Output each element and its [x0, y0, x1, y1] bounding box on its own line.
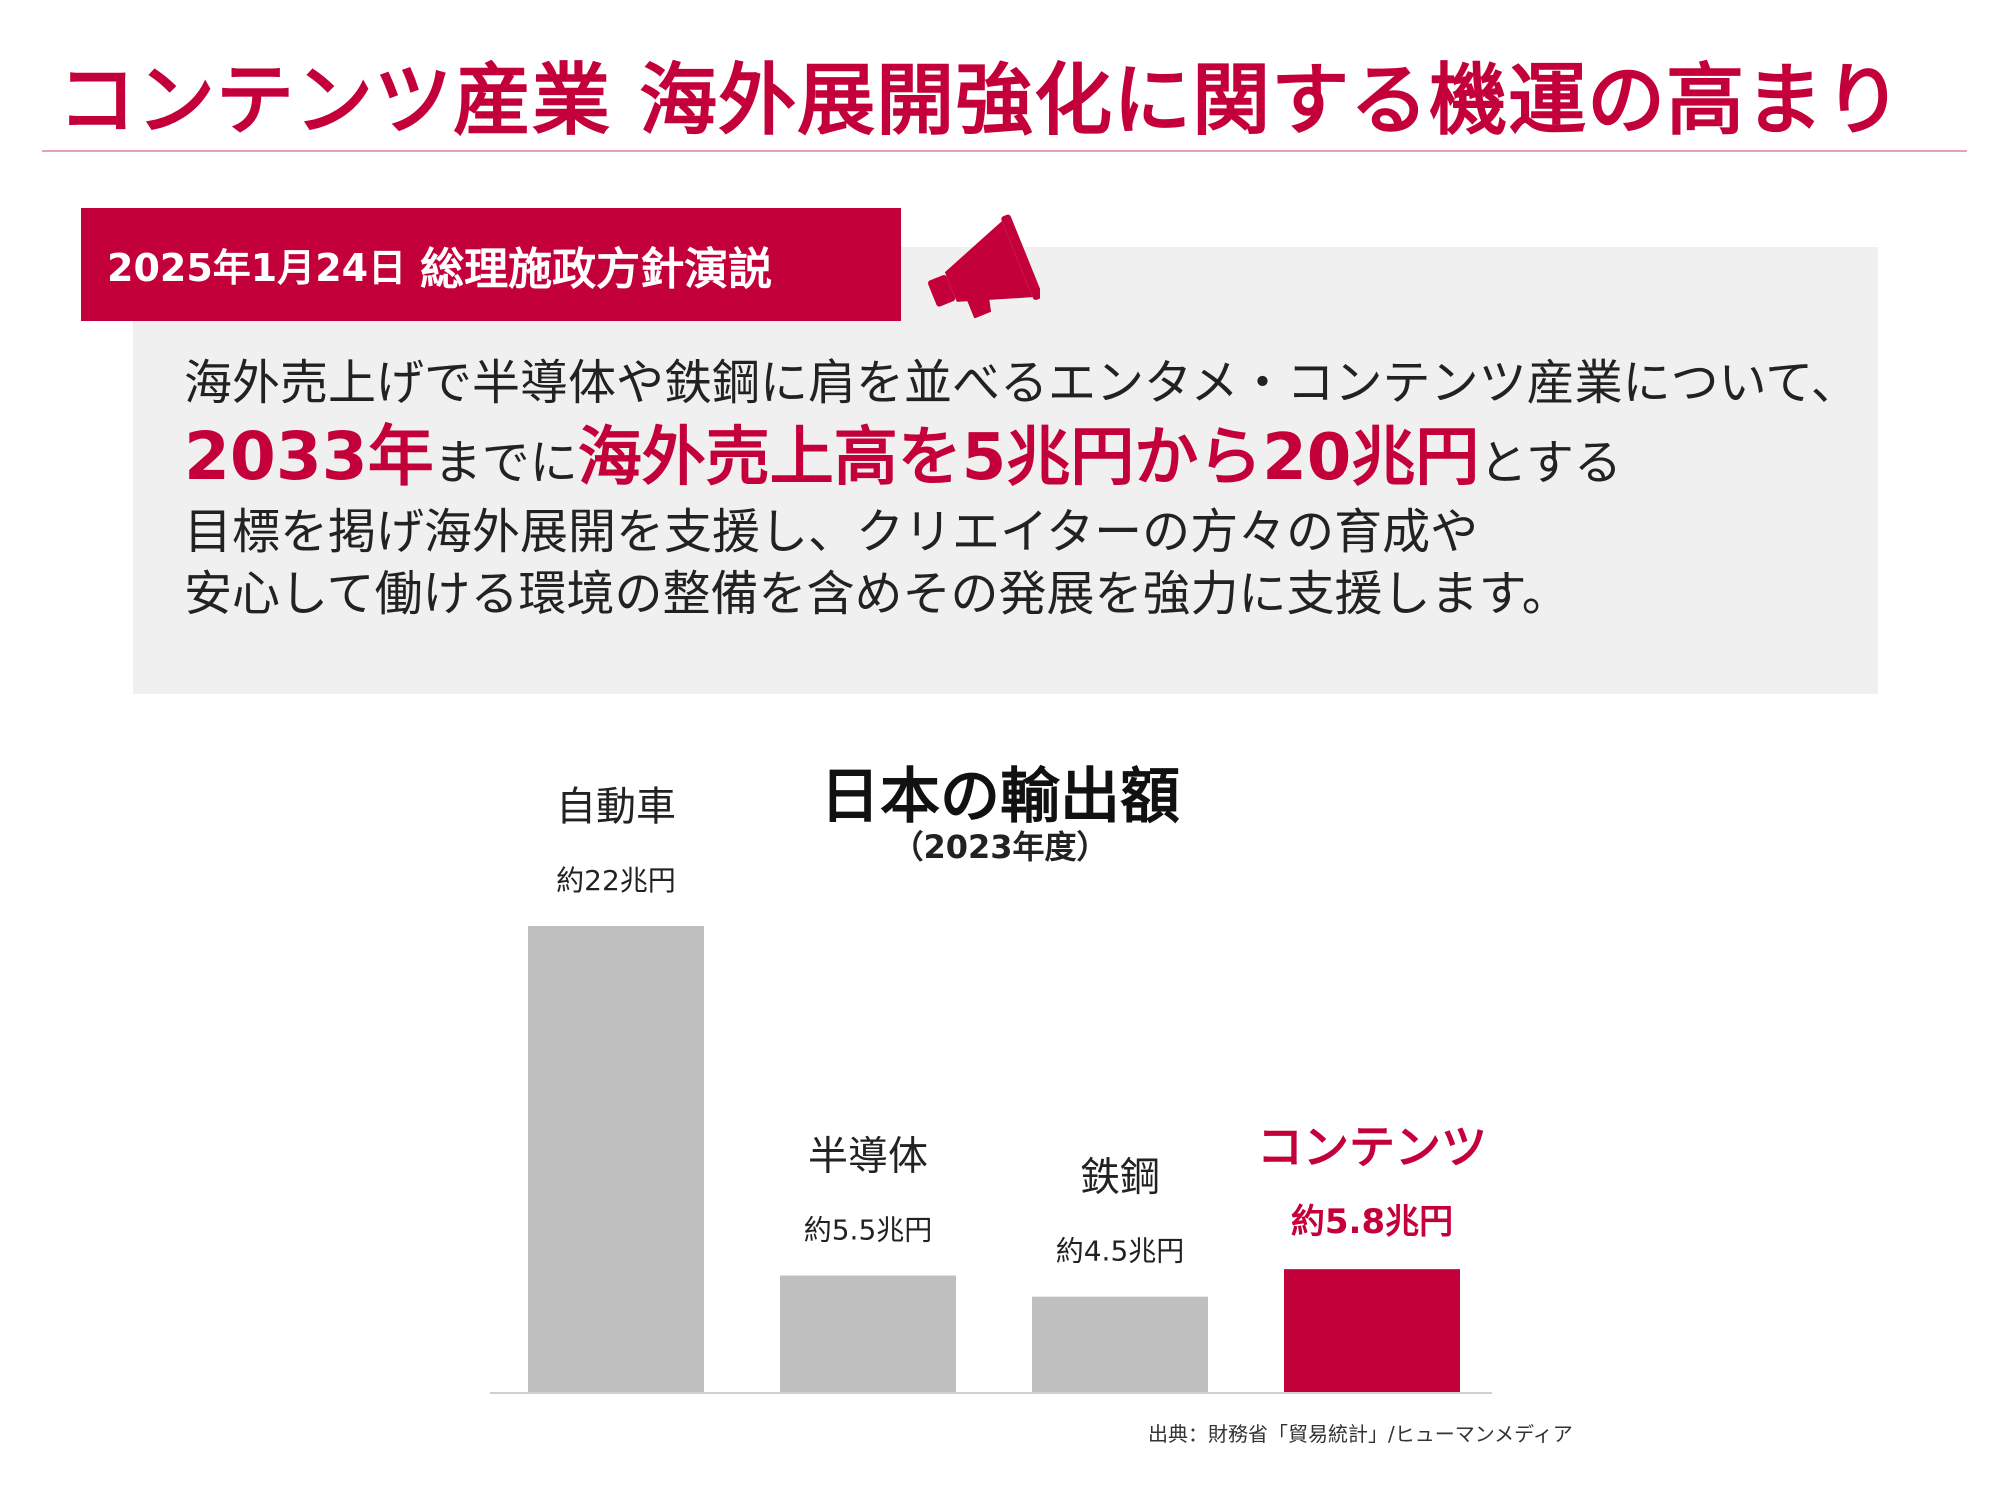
page-title: コンテンツ産業 海外展開強化に関する機運の高まり [58, 56, 1904, 146]
category-label-2: 半導体 [808, 1134, 928, 1180]
value-label-2: 約5.5兆円 [804, 1214, 933, 1247]
target-year: 2033年 [184, 418, 434, 496]
category-label-1: 自動車 [556, 784, 676, 830]
speech-line-2-end: とする [1479, 435, 1622, 492]
bar-4 [1284, 1269, 1460, 1392]
value-label-3: 約4.5兆円 [1056, 1235, 1185, 1268]
speech-body: 海外売上げで半導体や鉄鋼に肩を並べるエンタメ・コンテンツ産業について、 2033… [184, 352, 1859, 625]
speech-line-4: 安心して働ける環境の整備を含めその発展を強力に支援します。 [184, 565, 1570, 622]
speech-line-2: 2033年までに海外売上高を5兆円から20兆円とする [184, 414, 1844, 500]
source-note: 出典：財務省「貿易統計」/ヒューマンメディア [1148, 1422, 1573, 1446]
speech-date: 2025年1月24日 [107, 246, 407, 290]
bar-1 [528, 926, 704, 1392]
bar-2 [780, 1275, 956, 1392]
speech-event: 総理施政方針演説 [420, 243, 773, 295]
value-label-1: 約22兆円 [556, 864, 676, 897]
speech-line-3: 目標を掲げ海外展開を支援し、クリエイターの方々の育成や [184, 503, 1479, 560]
megaphone-icon [927, 214, 1040, 318]
value-label-4: 約5.8兆円 [1291, 1202, 1453, 1242]
bar-3 [1032, 1296, 1208, 1392]
category-label-4: コンテンツ [1257, 1120, 1487, 1174]
speech-line-2-mid: までに [433, 435, 578, 492]
category-label-3: 鉄鋼 [1080, 1155, 1160, 1201]
speech-tag: 2025年1月24日 総理施政方針演説 [81, 208, 901, 321]
speech-line-1: 海外売上げで半導体や鉄鋼に肩を並べるエンタメ・コンテンツ産業について、 [184, 355, 1859, 411]
speech-panel [133, 247, 1878, 694]
sales-target: 海外売上高を5兆円から20兆円 [577, 421, 1480, 496]
chart-subtitle: （2023年度） [891, 828, 1109, 866]
chart-title: 日本の輸出額 [820, 762, 1180, 832]
title-divider [42, 150, 1967, 152]
